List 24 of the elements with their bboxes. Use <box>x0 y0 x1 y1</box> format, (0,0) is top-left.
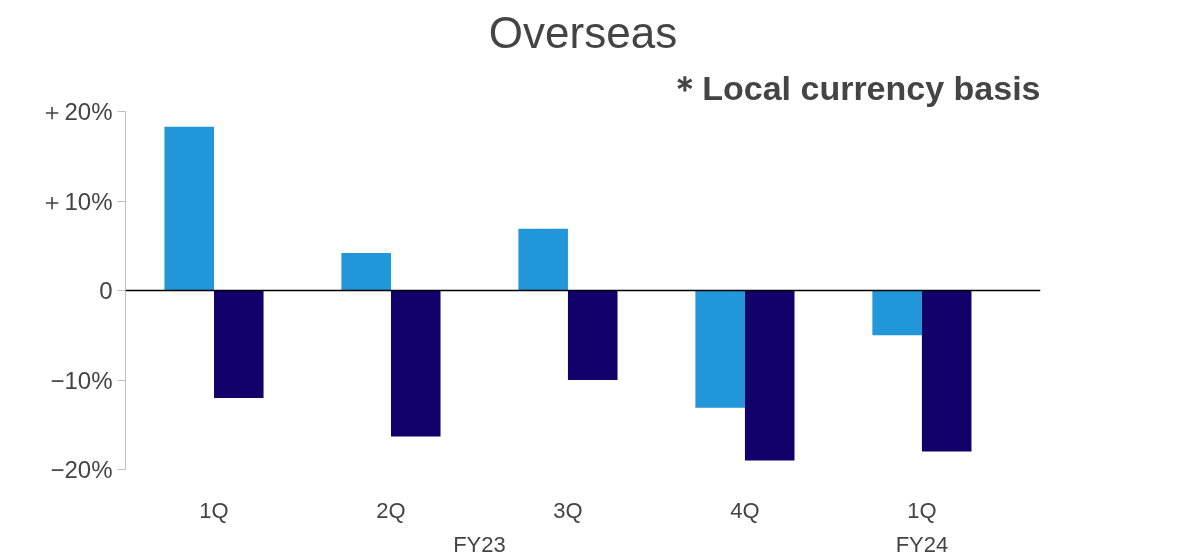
x-tick-label: 1Q <box>907 497 937 523</box>
bar <box>390 290 441 437</box>
y-tick-label: −20% <box>50 456 113 483</box>
y-tick-label: 0 <box>99 277 113 304</box>
bar <box>341 252 391 291</box>
bar <box>164 126 214 291</box>
bar <box>744 290 795 461</box>
y-tick-label: ＋20% <box>40 98 113 125</box>
x-tick-label: 4Q <box>730 497 760 523</box>
text: FY24 <box>895 531 949 557</box>
text: ＊Local currency basis <box>668 68 1041 107</box>
x-tick-label: 3Q <box>553 497 583 523</box>
bar <box>213 290 264 398</box>
text: FY23 <box>453 531 506 557</box>
chart-title: Overseas <box>488 7 678 57</box>
bar <box>518 228 568 291</box>
y-tick-label: −10% <box>50 366 113 394</box>
x-tick-label: 1Q <box>199 497 229 523</box>
bar <box>921 290 972 452</box>
bar <box>872 290 922 336</box>
x-tick-label: 2Q <box>376 497 406 523</box>
y-tick-label: ＋10% <box>40 187 113 215</box>
bar <box>695 290 745 408</box>
bar <box>567 290 618 380</box>
